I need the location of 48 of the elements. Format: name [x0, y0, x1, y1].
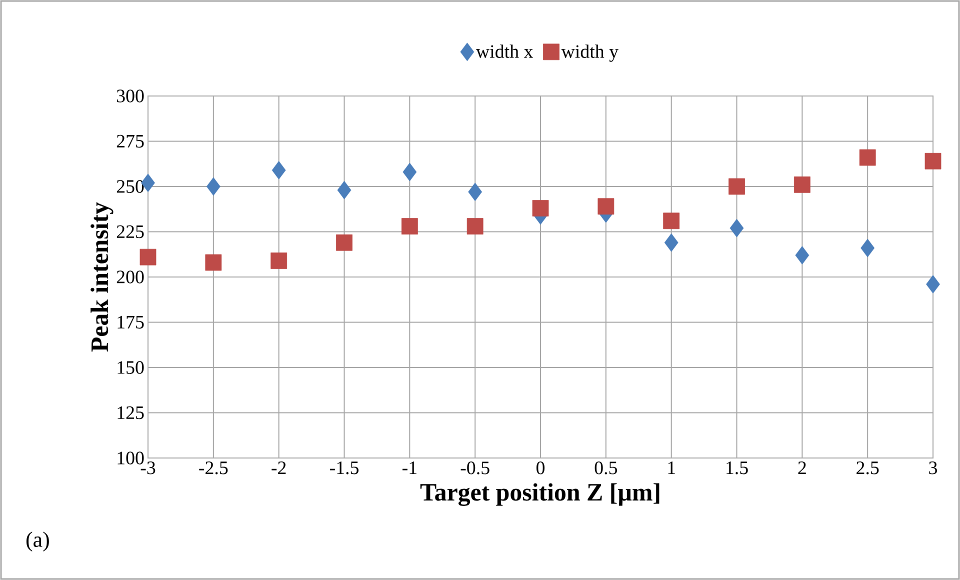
y-axis-title: Peak intensity	[90, 202, 114, 352]
y-tick-label: 275	[116, 134, 144, 148]
y-tick-label: 300	[117, 90, 144, 102]
point	[728, 178, 745, 195]
point	[402, 162, 417, 182]
x-tick-label: -0.5	[460, 462, 490, 474]
point	[270, 252, 288, 269]
legend-label: width y	[561, 44, 618, 62]
x-tick-label: 3	[929, 462, 937, 474]
point	[468, 182, 482, 202]
point	[795, 246, 810, 264]
point	[860, 238, 875, 258]
x-tick-label: 1.5	[726, 462, 748, 474]
x-axis-title: Target position Z [µm]	[420, 483, 660, 506]
point	[272, 160, 286, 180]
x-tick-label: -1	[402, 462, 416, 474]
x-tick-label: -2.5	[199, 462, 228, 474]
point	[337, 180, 352, 200]
x-tick-label: -2	[272, 462, 286, 474]
point	[663, 212, 680, 230]
y-tick-label: 200	[116, 270, 144, 284]
point	[336, 234, 352, 251]
point	[730, 218, 744, 238]
point	[205, 254, 222, 271]
legend-label: width x	[476, 44, 534, 58]
x-tick-label: 0.5	[594, 462, 618, 474]
y-tick-label: 150	[118, 361, 144, 374]
point	[598, 198, 614, 215]
y-tick-label: 225	[116, 225, 144, 238]
point	[206, 177, 220, 196]
point	[794, 176, 810, 193]
point	[532, 200, 549, 216]
point	[859, 149, 876, 166]
point	[140, 248, 156, 266]
text: (a)	[26, 532, 49, 552]
x-tick-label: 1	[668, 462, 675, 474]
x-tick-label: -1.5	[330, 462, 358, 474]
x-tick-label: 0	[536, 462, 545, 474]
point	[926, 275, 940, 294]
x-tick-label: 2.5	[856, 462, 879, 474]
x-tick-label: 2	[798, 462, 806, 474]
point	[466, 218, 484, 235]
point	[924, 152, 942, 170]
point	[401, 218, 418, 235]
y-tick-label: 125	[118, 406, 144, 420]
point	[664, 233, 678, 252]
y-tick-label: 250	[116, 180, 144, 193]
y-tick-label: 175	[118, 316, 144, 329]
